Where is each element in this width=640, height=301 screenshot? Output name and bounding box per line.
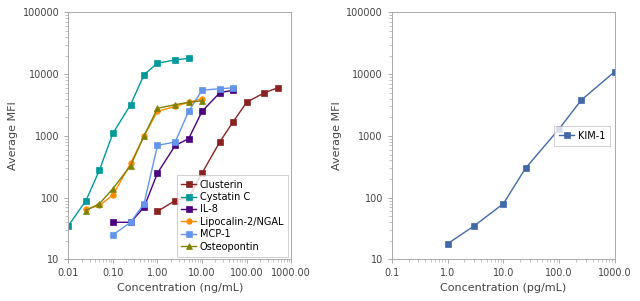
Cystatin C: [185, 57, 193, 60]
Y-axis label: Average MFI: Average MFI: [332, 101, 342, 170]
Osteopontin: [140, 134, 148, 138]
Line: Lipocalin-2/NGAL: Lipocalin-2/NGAL: [83, 96, 205, 212]
Cystatin C: [95, 168, 103, 172]
Osteopontin: [198, 99, 206, 103]
Cystatin C: [127, 103, 134, 107]
Clusterin: [274, 86, 282, 90]
Line: Cystatin C: Cystatin C: [65, 56, 191, 229]
Cystatin C: [65, 224, 72, 228]
Line: KIM-1: KIM-1: [445, 69, 618, 247]
Clusterin: [229, 120, 237, 123]
KIM-1: [577, 98, 585, 102]
MCP-1: [185, 110, 193, 113]
Lipocalin-2/NGAL: [172, 105, 179, 108]
Lipocalin-2/NGAL: [154, 110, 161, 113]
Line: MCP-1: MCP-1: [110, 85, 236, 238]
MCP-1: [154, 144, 161, 147]
KIM-1: [444, 242, 451, 246]
X-axis label: Concentration (ng/mL): Concentration (ng/mL): [116, 283, 243, 293]
Osteopontin: [127, 164, 134, 167]
IL-8: [229, 88, 237, 92]
Osteopontin: [82, 209, 90, 212]
KIM-1: [611, 70, 619, 73]
Cystatin C: [140, 73, 148, 76]
IL-8: [127, 220, 134, 224]
IL-8: [154, 171, 161, 175]
Cystatin C: [154, 61, 161, 65]
Lipocalin-2/NGAL: [95, 203, 103, 207]
MCP-1: [109, 233, 116, 237]
Clusterin: [198, 171, 206, 175]
Osteopontin: [185, 101, 193, 104]
Lipocalin-2/NGAL: [185, 101, 193, 104]
Line: Clusterin: Clusterin: [155, 85, 280, 214]
Cystatin C: [82, 199, 90, 202]
Lipocalin-2/NGAL: [140, 134, 148, 138]
MCP-1: [198, 88, 206, 92]
KIM-1: [556, 127, 563, 131]
Lipocalin-2/NGAL: [82, 207, 90, 211]
Cystatin C: [172, 58, 179, 62]
Osteopontin: [109, 187, 116, 191]
IL-8: [185, 137, 193, 141]
KIM-1: [500, 202, 508, 206]
IL-8: [140, 206, 148, 209]
MCP-1: [127, 220, 134, 224]
IL-8: [172, 144, 179, 147]
Lipocalin-2/NGAL: [127, 162, 134, 165]
Clusterin: [216, 140, 223, 144]
Lipocalin-2/NGAL: [198, 97, 206, 101]
Line: Osteopontin: Osteopontin: [83, 98, 205, 213]
KIM-1: [522, 166, 529, 170]
MCP-1: [216, 87, 223, 91]
Legend: Clusterin, Cystatin C, IL-8, Lipocalin-2/NGAL, MCP-1, Osteopontin: Clusterin, Cystatin C, IL-8, Lipocalin-2…: [177, 175, 289, 256]
Clusterin: [172, 199, 179, 202]
MCP-1: [229, 86, 237, 90]
Osteopontin: [95, 202, 103, 206]
MCP-1: [140, 202, 148, 206]
Clusterin: [243, 101, 250, 104]
Clusterin: [185, 196, 193, 200]
Osteopontin: [154, 107, 161, 110]
Osteopontin: [172, 103, 179, 107]
IL-8: [216, 91, 223, 95]
IL-8: [198, 110, 206, 113]
KIM-1: [470, 224, 478, 228]
Legend: KIM-1: KIM-1: [554, 126, 610, 146]
Y-axis label: Average MFI: Average MFI: [8, 101, 19, 170]
Clusterin: [154, 209, 161, 213]
Clusterin: [260, 91, 268, 95]
Line: IL-8: IL-8: [110, 87, 236, 225]
IL-8: [109, 220, 116, 224]
MCP-1: [172, 140, 179, 144]
Lipocalin-2/NGAL: [109, 193, 116, 197]
X-axis label: Concentration (pg/mL): Concentration (pg/mL): [440, 283, 566, 293]
Cystatin C: [109, 132, 116, 135]
